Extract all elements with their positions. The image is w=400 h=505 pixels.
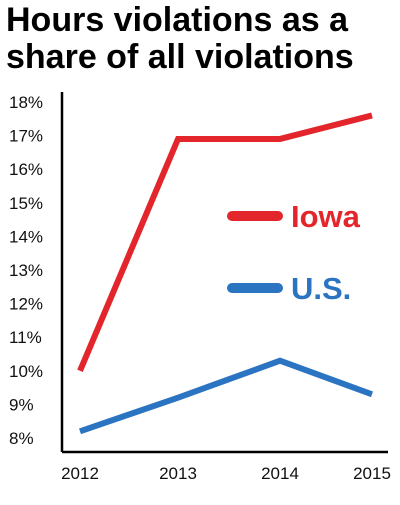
y-tick-label: 15%	[9, 194, 43, 213]
x-tick-label: 2012	[61, 464, 99, 483]
chart-title-text: Hours violations as a share of all viola…	[6, 1, 354, 76]
legend-label-iowa: Iowa	[291, 199, 361, 234]
y-tick-label: 11%	[9, 328, 42, 347]
x-tick-label: 2014	[261, 464, 299, 483]
y-tick-label: 13%	[9, 261, 43, 280]
y-tick-label: 9%	[9, 395, 34, 414]
y-tick-label: 14%	[9, 227, 43, 246]
y-tick-label: 8%	[9, 429, 34, 448]
x-tick-label: 2015	[353, 464, 391, 483]
legend-label-u-s: U.S.	[291, 271, 351, 306]
y-tick-label: 12%	[9, 295, 43, 314]
chart-axes	[60, 92, 388, 454]
x-axis-tick-labels: 2012 2013 2014 2015	[61, 464, 391, 483]
chart-title: Hours violations as a share of all viola…	[6, 2, 400, 76]
y-tick-label: 17%	[9, 127, 43, 146]
chart-legend: Iowa U.S.	[227, 199, 361, 306]
y-tick-label: 10%	[9, 362, 43, 381]
y-tick-label: 18%	[9, 93, 43, 112]
y-tick-label: 16%	[9, 160, 43, 179]
x-tick-label: 2013	[159, 464, 197, 483]
y-axis-tick-labels: 18% 17% 16% 15% 14% 13% 12% 11% 10% 9% 8%	[9, 93, 43, 448]
series-line-u-s	[79, 357, 374, 435]
chart-series	[77, 112, 374, 435]
series-line-iowa	[77, 112, 373, 372]
